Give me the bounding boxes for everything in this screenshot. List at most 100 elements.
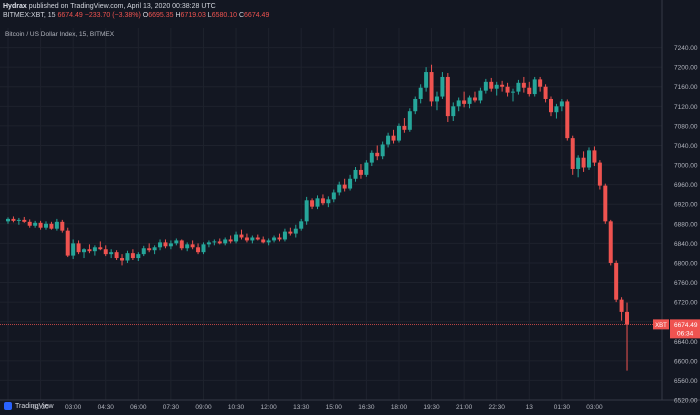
candle-body bbox=[478, 90, 483, 101]
candle-body bbox=[190, 244, 195, 248]
candle-body bbox=[337, 184, 342, 193]
candle-body bbox=[196, 247, 201, 253]
high-label: H bbox=[175, 12, 181, 19]
time-tick-label: 22:30 bbox=[489, 404, 506, 411]
price-tick-label: 6520.00 bbox=[674, 398, 698, 405]
price-tick-label: 7240.00 bbox=[674, 45, 698, 52]
candle-body bbox=[614, 262, 619, 300]
candle-body bbox=[434, 96, 439, 102]
candle-body bbox=[250, 237, 255, 241]
candle-body bbox=[424, 72, 429, 88]
candle-body bbox=[206, 242, 211, 245]
candle-body bbox=[608, 221, 613, 263]
candle-body bbox=[489, 81, 494, 89]
time-tick-label: 06:00 bbox=[130, 404, 147, 411]
candle-body bbox=[532, 79, 537, 95]
price-tick-label: 6960.00 bbox=[674, 182, 698, 189]
price-tick-label: 7080.00 bbox=[674, 123, 698, 130]
candle-body bbox=[109, 252, 114, 255]
candle-body bbox=[451, 106, 456, 117]
time-tick-label: 16:30 bbox=[358, 404, 375, 411]
candle-body bbox=[625, 311, 630, 325]
candle-body bbox=[92, 247, 97, 252]
price-tick-label: 6920.00 bbox=[674, 202, 698, 209]
candle-body bbox=[163, 242, 168, 247]
close-label: C bbox=[238, 12, 245, 19]
candle-body bbox=[429, 72, 434, 102]
candle-body bbox=[418, 87, 423, 99]
candle-body bbox=[212, 241, 217, 243]
candle-body bbox=[103, 249, 108, 255]
price-tick-label: 7160.00 bbox=[674, 84, 698, 91]
tradingview-logo-icon bbox=[4, 402, 12, 410]
candle-body bbox=[244, 237, 249, 241]
tradingview-brand: TradingView bbox=[15, 402, 54, 410]
last-price-badge bbox=[670, 319, 700, 339]
candle-body bbox=[554, 106, 559, 113]
candle-body bbox=[543, 86, 548, 99]
ohlc-line: BITMEX:XBT, 15 6674.49 −233.70 (−3.38%) … bbox=[3, 12, 269, 19]
candle-body bbox=[576, 157, 581, 169]
candle-body bbox=[310, 200, 315, 207]
price-tick-label: 7000.00 bbox=[674, 163, 698, 170]
candle-body bbox=[500, 84, 505, 87]
candle-body bbox=[54, 221, 59, 229]
candle-body bbox=[168, 243, 173, 247]
candle-body bbox=[358, 169, 363, 175]
candle-body bbox=[65, 230, 70, 256]
price-tick-label: 6760.00 bbox=[674, 280, 698, 287]
low-label: L bbox=[207, 12, 212, 19]
candle-body bbox=[125, 253, 130, 261]
open-label: O bbox=[142, 12, 149, 19]
time-tick-label: 13:30 bbox=[293, 404, 310, 411]
candle-body bbox=[348, 178, 353, 189]
publisher-line: Hydrax published on TradingView.com, Apr… bbox=[3, 3, 216, 10]
close-value: 6674.49 bbox=[244, 12, 270, 19]
candle-body bbox=[282, 231, 287, 240]
time-tick-label: 13 bbox=[526, 404, 534, 411]
price-tick-label: 7040.00 bbox=[674, 143, 698, 150]
candle-body bbox=[261, 239, 266, 243]
candle-body bbox=[570, 138, 575, 169]
price-tick-label: 6720.00 bbox=[674, 300, 698, 307]
candle-body bbox=[288, 231, 293, 234]
time-tick-label: 10:30 bbox=[228, 404, 245, 411]
candle-body bbox=[6, 218, 10, 222]
candle-body bbox=[510, 91, 515, 93]
candle-body bbox=[147, 248, 152, 251]
price-tick-label: 6800.00 bbox=[674, 260, 698, 267]
candle-body bbox=[201, 244, 206, 253]
candle-body bbox=[391, 135, 396, 141]
candle-body bbox=[152, 247, 157, 251]
candle-body bbox=[407, 111, 412, 130]
candle-body bbox=[331, 192, 336, 200]
candle-body bbox=[27, 221, 32, 226]
time-tick-label: 19:30 bbox=[423, 404, 440, 411]
candle-body bbox=[304, 200, 309, 222]
price-tick-label: 7200.00 bbox=[674, 65, 698, 72]
candle-body bbox=[472, 97, 477, 101]
time-tick-label: 12:00 bbox=[260, 404, 277, 411]
last-symbol-badge bbox=[653, 319, 669, 330]
candle-series bbox=[6, 64, 630, 371]
candle-body bbox=[266, 240, 271, 243]
time-tick-label: 04:30 bbox=[98, 404, 115, 411]
tradingview-logo[interactable]: TradingView bbox=[4, 402, 54, 410]
candle-body bbox=[130, 253, 135, 259]
countdown-label: 06:34 bbox=[677, 330, 694, 337]
candle-body bbox=[413, 98, 418, 112]
candle-body bbox=[185, 244, 190, 249]
candle-body bbox=[581, 157, 586, 168]
candle-body bbox=[11, 218, 16, 221]
candle-body bbox=[76, 243, 81, 253]
last-symbol-text: XBT bbox=[655, 323, 667, 329]
open-value: 6695.35 bbox=[148, 12, 174, 19]
candle-body bbox=[445, 76, 450, 117]
candle-body bbox=[619, 299, 624, 312]
candle-body bbox=[82, 249, 87, 253]
candle-body bbox=[592, 150, 597, 163]
candle-body bbox=[516, 82, 521, 92]
candle-body bbox=[505, 86, 510, 93]
candle-body bbox=[293, 228, 298, 234]
